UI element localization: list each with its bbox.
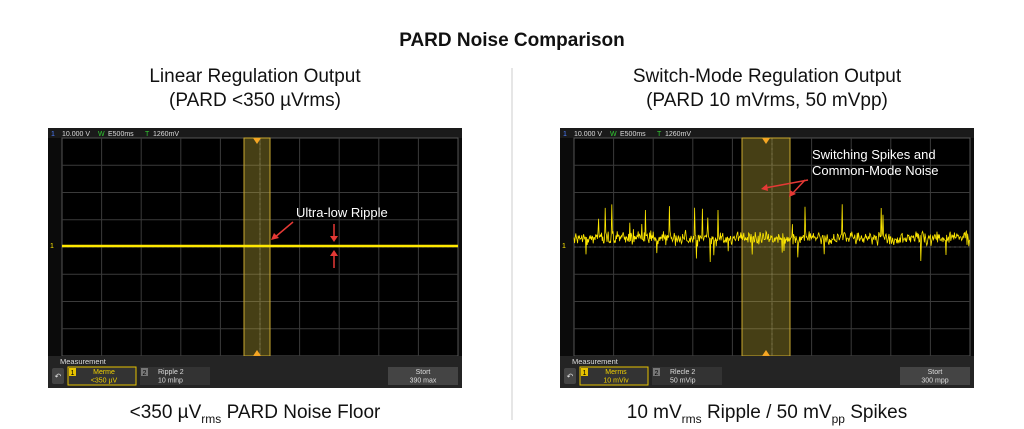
back-button[interactable]	[564, 368, 576, 384]
softkey-label: Merme	[93, 369, 115, 376]
softkey-value: <350 µV	[91, 378, 118, 385]
scope-status: 1260mV	[665, 131, 691, 138]
caption-text: Spikes	[845, 402, 907, 423]
softkey[interactable]	[652, 367, 722, 385]
softkey-index: 2	[655, 370, 659, 377]
scope-status: 1	[563, 131, 567, 138]
caption-text: <350 µV	[130, 402, 202, 423]
softkey-value: 10 mViv	[603, 378, 629, 385]
annotation-arrow	[764, 179, 809, 189]
softkey-label: Merms	[605, 369, 627, 376]
scope-status: E500ms	[620, 131, 646, 138]
scope-status: 10.000 V	[574, 131, 602, 138]
softkey[interactable]	[388, 367, 458, 385]
softkey[interactable]	[900, 367, 970, 385]
back-button[interactable]	[52, 368, 64, 384]
scope-status: W	[610, 131, 617, 138]
softkey-label: Ripple 2	[158, 369, 184, 376]
arrow-head	[330, 236, 338, 242]
panel-caption: 10 mVrms Ripple / 50 mVpp Spikes	[627, 402, 908, 426]
back-icon: ↶	[567, 372, 574, 381]
annotation: Switching Spikes and	[812, 147, 936, 162]
caption-subscript: rms	[201, 412, 221, 426]
arrow-head	[330, 250, 338, 256]
panel-heading: (PARD <350 µVrms)	[169, 90, 341, 111]
scope-status: 1	[51, 131, 55, 138]
highlight-band	[741, 137, 791, 357]
softkey-index: 2	[143, 370, 147, 377]
softkey-value: 10 mlnp	[158, 378, 183, 385]
scope-header	[48, 128, 462, 138]
softkey-label: Stort	[928, 369, 943, 376]
caption-subscript: rms	[682, 412, 702, 426]
scope-status: 1260mV	[153, 131, 179, 138]
measurement-label: Measurement	[60, 357, 107, 366]
band-marker	[253, 138, 261, 144]
softkey-label: Rlecle 2	[670, 369, 695, 376]
softkey-index: 1	[71, 370, 75, 377]
trace	[573, 204, 970, 263]
band-marker	[762, 350, 770, 356]
softkey[interactable]	[140, 367, 210, 385]
panel-heading: (PARD 10 mVrms, 50 mVpp)	[646, 90, 888, 111]
caption-text: 10 mV	[627, 402, 682, 423]
scope-status: T	[145, 131, 150, 138]
panel-heading: Linear Regulation Output	[149, 66, 361, 87]
softkey-value: 390 max	[410, 378, 437, 385]
panel-heading: Switch-Mode Regulation Output	[633, 66, 902, 87]
caption-text: Ripple / 50 mV	[702, 402, 832, 423]
band-marker	[253, 350, 261, 356]
measurement-label: Measurement	[572, 357, 619, 366]
arrow-head	[271, 233, 279, 240]
annotation-arrow	[791, 179, 806, 195]
caption-text: PARD Noise Floor	[221, 402, 381, 423]
back-icon: ↶	[55, 372, 62, 381]
softkey[interactable]	[67, 366, 137, 386]
scope-status: E500ms	[108, 131, 134, 138]
scope-status: W	[98, 131, 105, 138]
softkey-label: Stort	[416, 369, 431, 376]
softkey-index-bg	[653, 368, 660, 376]
annotation: Common-Mode Noise	[812, 163, 938, 178]
caption-subscript: pp	[832, 412, 846, 426]
softkey-index-bg	[581, 368, 588, 376]
softkey-index-bg	[141, 368, 148, 376]
scope-status: T	[657, 131, 662, 138]
page-title: PARD Noise Comparison	[399, 30, 625, 51]
scope-status: 10.000 V	[62, 131, 90, 138]
softkey-value: 50 mVip	[670, 378, 696, 385]
annotation-arrow	[273, 221, 294, 239]
arrow-head	[761, 184, 768, 191]
panel-caption: <350 µVrms PARD Noise Floor	[130, 402, 381, 426]
annotation: Ultra-low Ripple	[296, 205, 388, 220]
softkey-index: 1	[583, 370, 587, 377]
channel-marker: 1	[562, 243, 566, 250]
softkey[interactable]	[579, 366, 649, 386]
scope-header	[560, 128, 974, 138]
channel-marker: 1	[50, 243, 54, 250]
band-marker	[762, 138, 770, 144]
arrow-head	[789, 190, 796, 197]
softkey-value: 300 mpp	[921, 378, 948, 385]
softkey-index-bg	[69, 368, 76, 376]
